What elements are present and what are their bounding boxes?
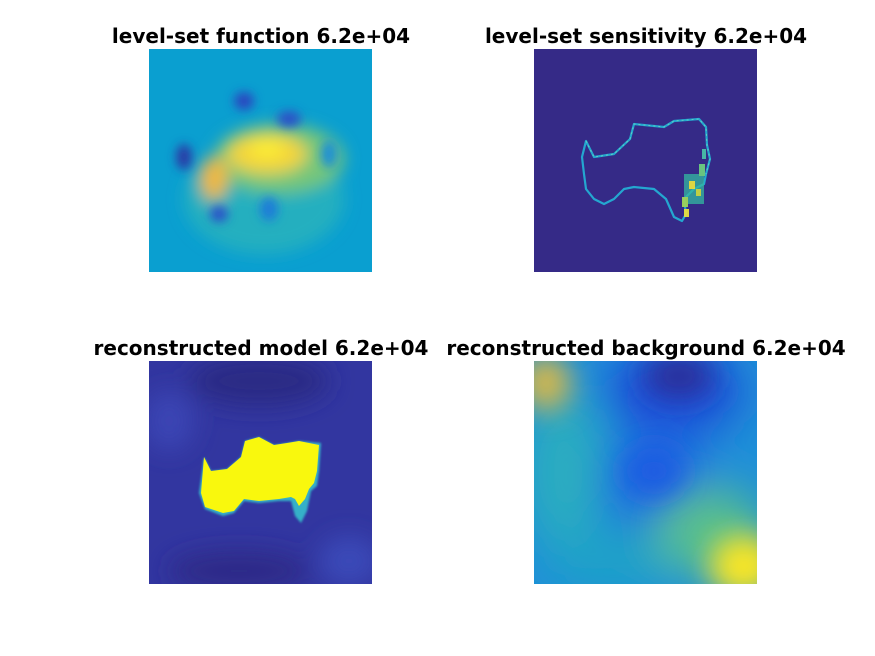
lsf-low-5: [321, 140, 337, 168]
lss-background: [534, 49, 757, 272]
title-level-set-function: level-set function 6.2e+04: [111, 24, 411, 48]
rb-teal-left: [534, 391, 604, 551]
lsf-peak: [249, 139, 285, 159]
heatmap-reconstructed-background: [534, 361, 757, 584]
title-reconstructed-model: reconstructed model 6.2e+04: [93, 336, 429, 360]
title-reconstructed-background: reconstructed background 6.2e+04: [446, 336, 846, 360]
lsf-low-1: [176, 144, 192, 170]
rm-light-left: [149, 391, 194, 451]
lsf-low-6: [260, 197, 278, 221]
lss-hotspot: [682, 149, 706, 217]
rb-yellow-bottomright: [709, 534, 757, 584]
lsf-low-3: [277, 111, 301, 127]
rb-teal-bottom: [544, 531, 684, 584]
heatmap-level-set-function: [149, 49, 372, 272]
rb-yellow-topleft: [534, 361, 571, 411]
rm-dark-top: [189, 361, 329, 406]
title-level-set-sensitivity: level-set sensitivity 6.2e+04: [484, 24, 808, 48]
rb-blue-center: [624, 446, 684, 496]
heatmap-reconstructed-model: [149, 361, 372, 584]
lss-contour-highlight: [585, 118, 711, 175]
rm-dark-bottom: [169, 551, 309, 584]
lsf-orange-left: [200, 157, 228, 201]
rm-light-right: [319, 536, 372, 584]
lsf-low-2: [234, 92, 254, 110]
rm-yellow-shape: [201, 437, 319, 513]
rb-dark-top: [644, 361, 714, 398]
heatmap-level-set-sensitivity: [534, 49, 757, 272]
lsf-low-4: [210, 206, 228, 222]
